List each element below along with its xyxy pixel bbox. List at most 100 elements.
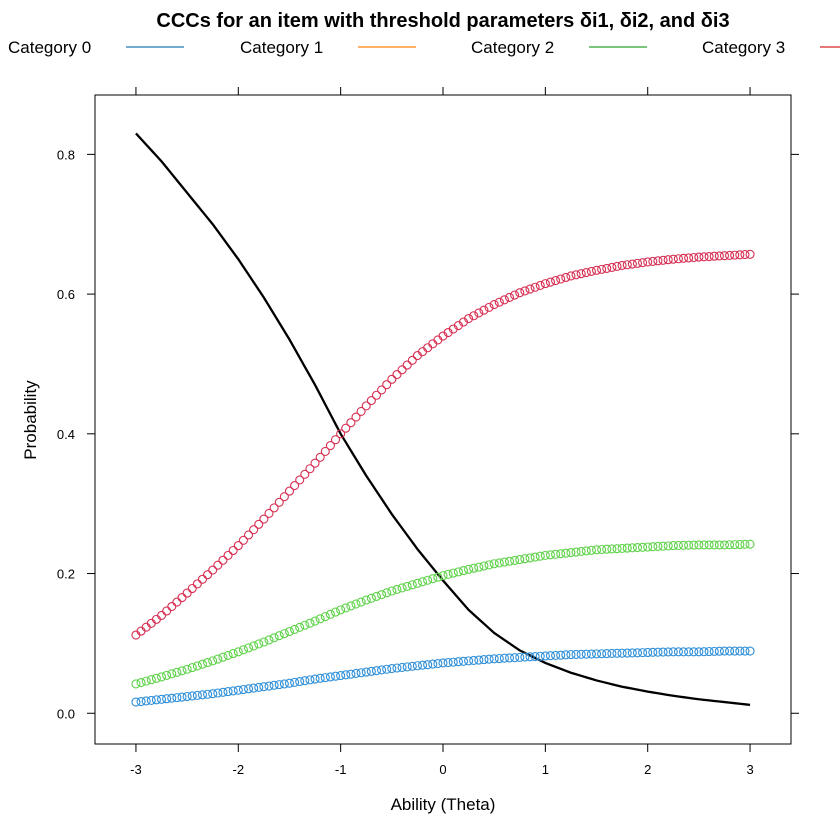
series-1-point-44 <box>356 406 366 417</box>
series-3-point-95 <box>617 648 627 658</box>
series-2-point-84 <box>561 548 571 558</box>
series-2-point-83 <box>556 549 566 559</box>
axes: -3 -2 -1 0 1 2 3 0.0 0.2 0.4 0.6 0.8 <box>57 87 799 777</box>
series-3-point-2 <box>141 696 151 706</box>
series-2-point-11 <box>187 663 197 673</box>
series-3-point-79 <box>535 651 545 661</box>
series-1-point-18 <box>223 550 233 560</box>
series-2-point-51 <box>392 584 402 595</box>
series-1-point-71 <box>494 297 504 307</box>
series-3-point-62 <box>448 657 458 667</box>
series-3-point-102 <box>653 647 663 657</box>
series-2-point-0 <box>131 679 141 689</box>
plot-border <box>94 94 792 745</box>
series-2-point-10 <box>182 664 192 674</box>
series-3-point-17 <box>218 687 228 697</box>
series-1-point-76 <box>520 286 530 296</box>
series-2-point-99 <box>638 542 648 552</box>
series-3-point-72 <box>499 653 509 663</box>
series-1-point-86 <box>571 270 581 280</box>
series-2-point-113 <box>709 540 719 550</box>
series-1-point-19 <box>228 545 238 556</box>
series-3-point-78 <box>530 651 540 662</box>
legend-label-3: Category 3 <box>702 38 785 57</box>
series-2-point-76 <box>520 554 530 564</box>
series-2-point-47 <box>371 591 382 602</box>
series-1-point-22 <box>243 530 254 540</box>
series-2-point-95 <box>617 543 627 553</box>
series-2-point-4 <box>151 673 161 683</box>
series-3-point-89 <box>586 649 596 659</box>
series-3-point-16 <box>213 688 223 698</box>
series-1-point-8 <box>172 597 182 607</box>
y-tick-label-2: 0.4 <box>57 427 75 442</box>
series-1-point-50 <box>387 374 397 384</box>
series-1-point-40 <box>336 429 346 439</box>
series-3-point-1 <box>136 696 146 707</box>
series-2-point-94 <box>612 544 622 554</box>
x-tick-label-6: 3 <box>746 762 753 777</box>
series-2-point-46 <box>366 593 376 603</box>
series-2-point-85 <box>566 548 576 558</box>
series-2-point-107 <box>678 540 689 550</box>
series-3-point-28 <box>274 680 284 690</box>
series-2-point-54 <box>407 580 417 590</box>
series-3-point-40 <box>336 670 346 681</box>
series-1-point-120 <box>745 249 755 259</box>
series-3-point-10 <box>182 691 192 702</box>
series-3-point-29 <box>279 679 289 689</box>
series-1-point-97 <box>627 259 637 269</box>
legend-label-0: Category 0 <box>8 38 91 57</box>
series-2-point-116 <box>725 540 735 550</box>
series-3-point-63 <box>453 657 463 667</box>
series-2-point-102 <box>653 541 663 551</box>
series-2-point-63 <box>453 567 463 577</box>
series-1-point-74 <box>510 290 520 300</box>
series-1-point-96 <box>622 260 632 270</box>
series-3-point-64 <box>458 656 469 666</box>
series-3-point-37 <box>320 673 330 683</box>
series-3-point-19 <box>228 686 238 696</box>
series-2-point-60 <box>438 571 448 581</box>
plot-area <box>131 132 755 707</box>
series-1-point-75 <box>515 288 525 298</box>
series-2-point-44 <box>356 597 366 607</box>
series-2-point-109 <box>689 540 699 550</box>
series-3-point-68 <box>479 655 489 665</box>
series-2-point-90 <box>591 545 602 555</box>
series-3-point-8 <box>172 693 182 703</box>
series-3-point-14 <box>203 689 213 699</box>
series-3-point-20 <box>233 685 243 695</box>
series-1-point-80 <box>540 279 550 289</box>
series-3-point-51 <box>392 663 402 673</box>
series-1-point-91 <box>597 264 607 274</box>
series-1-point-116 <box>725 250 735 260</box>
series-3-point-87 <box>576 649 586 659</box>
series-2-point-7 <box>167 669 177 679</box>
series-1-point-112 <box>704 251 714 262</box>
series-3-point-86 <box>571 649 581 659</box>
x-tick-label-1: -2 <box>233 762 245 777</box>
series-3-point-54 <box>407 661 417 671</box>
series-1-point-6 <box>162 606 172 616</box>
series-2-point-74 <box>510 555 520 565</box>
series-2-point-79 <box>535 551 545 561</box>
x-tick-label-3: 0 <box>439 762 446 777</box>
series-1-point-41 <box>341 423 351 433</box>
series-1-point-37 <box>320 446 330 456</box>
series-3-point-70 <box>489 654 499 664</box>
series-1-point-98 <box>632 258 643 268</box>
series-3-point-71 <box>494 653 504 664</box>
series-2-point-68 <box>479 561 489 571</box>
series-2-point-8 <box>172 667 182 677</box>
series-1-point-13 <box>197 574 208 584</box>
series-1-point-117 <box>730 250 740 260</box>
series-3-point-33 <box>300 676 310 686</box>
series-3-point-9 <box>177 692 187 702</box>
series-2-point-110 <box>694 540 704 550</box>
series-3-point-65 <box>464 656 474 666</box>
chart-title: CCCs for an item with threshold paramete… <box>156 10 729 32</box>
series-3-point-11 <box>187 691 197 701</box>
series-2-point-57 <box>423 575 433 585</box>
series-1-point-12 <box>192 579 202 589</box>
